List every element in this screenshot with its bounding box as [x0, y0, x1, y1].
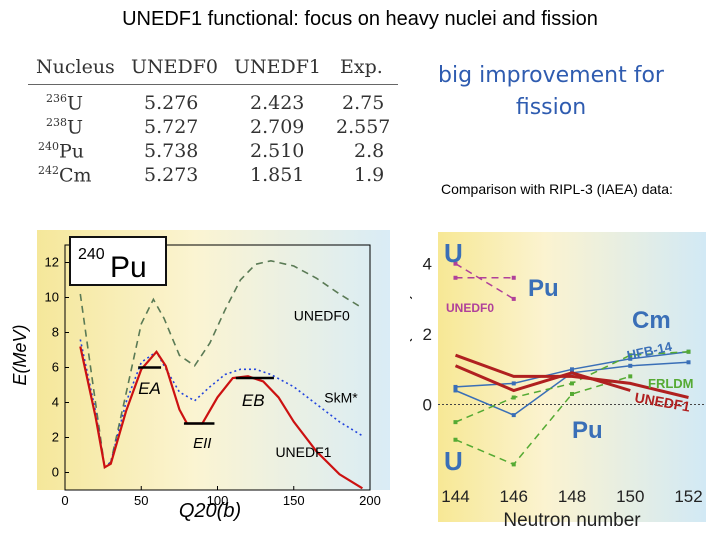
- data-point-hfb-14: [511, 413, 516, 418]
- data-point-hfb-14: [686, 360, 691, 365]
- annotation-unedf0: UNEDF0: [446, 301, 494, 315]
- table-header-nucleus: Nucleus: [36, 56, 115, 78]
- series-line-unedf1: [454, 353, 689, 399]
- inset-label-box: [69, 236, 167, 286]
- series-label-unedf0: UNEDF0: [294, 307, 350, 323]
- inset-label-mass: 240: [78, 246, 105, 263]
- x-tick-label: 144: [441, 487, 469, 506]
- table-cell-unedf0: 5.727: [144, 116, 199, 138]
- annotation-ea: EA: [138, 379, 161, 398]
- table-cell-unedf0: 5.276: [144, 92, 199, 114]
- data-point-hfb-14: [628, 356, 633, 361]
- table-cell-nucleus: 236U: [46, 92, 84, 115]
- x-axis-label: Q20(b): [179, 500, 241, 522]
- x-tick-label: 150: [616, 487, 644, 506]
- data-point-hfb-14: [570, 367, 574, 372]
- table-cell-unedf1: 2.510: [250, 140, 305, 162]
- y-tick-label: 0: [52, 465, 59, 480]
- y-tick-label: 4: [423, 255, 432, 274]
- y-axis-label: ΔEA (MeV): [410, 293, 413, 387]
- table-header-unedf1: UNEDF1: [234, 56, 322, 78]
- data-point-frldm: [686, 349, 691, 354]
- data-point-hfb-14: [453, 388, 458, 393]
- x-tick-label: 152: [674, 487, 702, 506]
- x-tick-label: 100: [207, 493, 229, 508]
- table-cell-exp: 1.9: [354, 164, 385, 186]
- y-tick-label: 10: [45, 290, 59, 305]
- table-header-exp: Exp.: [340, 56, 383, 78]
- table-cell-nucleus: 240Pu: [38, 140, 85, 163]
- y-tick-label: 12: [45, 255, 59, 270]
- annotation-u-bottom: U: [444, 446, 463, 476]
- table-cell-exp: 2.75: [342, 92, 385, 114]
- annotation-u-top: U: [444, 238, 463, 268]
- x-tick-label: 146: [500, 487, 528, 506]
- table-cell-unedf0: 5.273: [144, 164, 199, 186]
- table-cell-unedf0: 5.738: [144, 140, 199, 162]
- x-axis-label: Neutron number: [503, 510, 641, 531]
- annotation-frldm: FRLDM: [648, 376, 694, 391]
- data-point-unedf0: [453, 261, 458, 266]
- data-point-unedf0: [453, 275, 458, 280]
- table-cell-nucleus: 242Cm: [38, 164, 92, 187]
- data-point-frldm: [628, 353, 633, 358]
- series-line-unedf1: [454, 364, 631, 393]
- annotation-eb: EB: [242, 391, 265, 410]
- table-cell-exp: 2.8: [354, 140, 385, 162]
- data-point-unedf0: [511, 275, 516, 280]
- x-tick-label: 150: [283, 493, 305, 508]
- data-point-frldm: [570, 381, 574, 386]
- delta-ea-chart: 144 146 148 150 152 0 2 4 Neutron number ΔEA (MeV…: [410, 232, 706, 531]
- series-label-skm: SkM*: [324, 390, 358, 406]
- table-cell-unedf1: 2.423: [250, 92, 305, 114]
- data-point-frldm: [628, 374, 633, 379]
- table-cell-unedf1: 1.851: [250, 164, 305, 186]
- data-point-hfb-14: [511, 381, 516, 386]
- data-point-frldm: [511, 395, 516, 400]
- table-cell-exp: 2.557: [336, 116, 391, 138]
- data-point-frldm: [511, 462, 516, 467]
- annotation-eii: EII: [193, 435, 211, 452]
- data-point-unedf0: [511, 296, 516, 301]
- series-label-unedf1: UNEDF1: [275, 444, 331, 460]
- y-tick-label: 0: [423, 396, 432, 415]
- data-point-hfb-14: [453, 384, 458, 389]
- comparison-note: Comparison with RIPL-3 (IAEA) data:: [441, 181, 673, 197]
- y-tick-label: 2: [52, 430, 59, 445]
- data-point-frldm: [570, 391, 574, 396]
- x-tick-label: 200: [359, 493, 381, 508]
- y-tick-label: 2: [423, 325, 432, 344]
- y-tick-label: 6: [52, 360, 59, 375]
- data-point-frldm: [453, 420, 458, 425]
- x-tick-label: 50: [134, 493, 148, 508]
- annotation-pu-bottom: Pu: [572, 417, 603, 444]
- y-tick-label: 4: [52, 395, 59, 410]
- table-rule: [28, 84, 398, 85]
- y-axis-label: E(MeV): [10, 324, 30, 385]
- data-point-hfb-14: [628, 363, 633, 368]
- x-tick-label: 0: [61, 493, 68, 508]
- series-line-frldm: [455, 375, 631, 466]
- table-header-unedf0: UNEDF0: [131, 56, 219, 78]
- table-cell-unedf1: 2.709: [250, 116, 305, 138]
- pu240-barrier-chart: 0 50 100 150 200 0 2 4 6 8 10 12 Q20(b) E(MeV) 240 Pu E…: [10, 230, 390, 522]
- inset-label-symbol: Pu: [110, 251, 147, 284]
- slide-title: UNEDF1 functional: focus on heavy nuclei…: [122, 8, 598, 30]
- highlight-text: big improvement for fission: [438, 63, 664, 120]
- x-tick-label: 148: [558, 487, 586, 506]
- data-point-frldm: [453, 437, 458, 442]
- y-tick-label: 8: [52, 325, 59, 340]
- annotation-pu-top: Pu: [528, 275, 559, 302]
- table-cell-nucleus: 238U: [46, 116, 84, 139]
- annotation-cm: Cm: [632, 307, 671, 334]
